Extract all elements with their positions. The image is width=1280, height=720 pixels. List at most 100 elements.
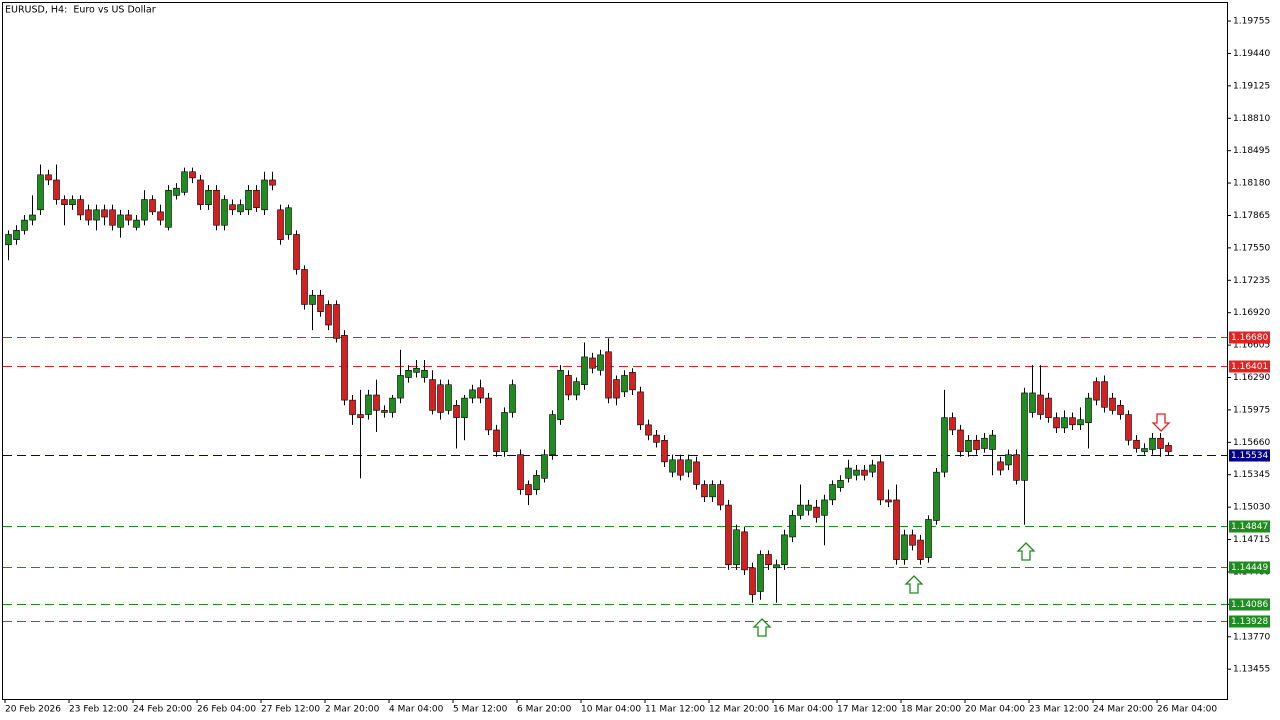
y-tick-label: 1.13455 — [1233, 665, 1270, 675]
candle-body — [85, 209, 92, 221]
candle-body — [693, 461, 700, 485]
candle-body — [621, 375, 628, 393]
candle-body — [285, 207, 292, 235]
y-tick-label: 1.17865 — [1233, 211, 1270, 221]
candle-body — [741, 531, 748, 571]
level-tag-label: 1.15534 — [1231, 451, 1268, 461]
candle-body — [261, 179, 268, 211]
candle-body — [269, 179, 276, 186]
level-tag-label: 1.14449 — [1231, 563, 1268, 573]
candle-body — [141, 199, 148, 221]
candle-body — [949, 417, 956, 431]
candle-body — [989, 434, 996, 450]
candle-body — [557, 370, 564, 420]
candle-body — [589, 357, 596, 369]
y-tick-label: 1.14715 — [1233, 535, 1270, 545]
candle-body — [1077, 419, 1084, 426]
candle-body — [437, 384, 444, 413]
candle-body — [637, 391, 644, 426]
price-axis: 1.19755 1.19440 1.19125 1.18810 1.18495 1.181… — [1227, 17, 1270, 675]
y-tick-label: 1.19440 — [1233, 49, 1270, 59]
x-tick-label: 5 Mar 12:00 — [453, 705, 508, 715]
candle-body — [885, 499, 892, 503]
level-tag-label: 1.13928 — [1231, 617, 1268, 627]
candle-body — [381, 410, 388, 413]
buy-arrow — [904, 575, 924, 594]
candle-body — [477, 387, 484, 399]
candle-body — [293, 234, 300, 270]
candle-body — [341, 335, 348, 401]
candle-body — [829, 484, 836, 501]
candle-body — [541, 454, 548, 479]
levels — [3, 337, 1227, 622]
candle-body — [61, 199, 68, 205]
candle-body — [685, 459, 692, 473]
candle-body — [405, 370, 412, 378]
y-tick-label: 1.16920 — [1233, 308, 1270, 318]
candle-body — [125, 214, 132, 221]
candle-body — [301, 269, 308, 305]
candle-body — [517, 454, 524, 490]
candle-body — [245, 189, 252, 211]
candle-body — [1013, 454, 1020, 481]
candle-body — [981, 437, 988, 449]
candle-body — [549, 414, 556, 455]
candle-body — [509, 384, 516, 413]
candle-body — [37, 174, 44, 211]
candle-body — [957, 429, 964, 452]
y-tick-label: 1.15975 — [1233, 405, 1270, 415]
level-tag — [1229, 561, 1270, 574]
candle-body — [613, 379, 620, 399]
level-tag — [1229, 331, 1270, 344]
candle-body — [845, 467, 852, 479]
candle-body — [373, 394, 380, 411]
x-tick-label: 2 Mar 20:00 — [325, 705, 380, 715]
candle-body — [253, 189, 260, 209]
candle-body — [149, 199, 156, 213]
candle-body — [1117, 404, 1124, 415]
y-tick-label: 1.19755 — [1233, 17, 1270, 27]
x-tick-label: 27 Feb 12:00 — [261, 705, 320, 715]
candle-body — [13, 230, 20, 240]
candle-body — [133, 219, 140, 228]
x-tick-label: 23 Feb 12:00 — [69, 705, 128, 715]
candle-body — [165, 189, 172, 228]
candle-body — [77, 199, 84, 216]
candle-body — [909, 534, 916, 546]
candle-body — [5, 234, 12, 246]
x-tick-label: 6 Mar 20:00 — [517, 705, 572, 715]
candle-body — [101, 209, 108, 218]
candle-body — [629, 372, 636, 391]
y-tick-label: 1.13770 — [1233, 632, 1270, 642]
candle-body — [773, 564, 780, 569]
candle-body — [645, 424, 652, 436]
level-tag — [1229, 449, 1270, 462]
y-tick-label: 1.15660 — [1233, 438, 1270, 448]
candle-body — [1141, 448, 1148, 452]
candle-body — [877, 461, 884, 501]
candle-body — [797, 504, 804, 516]
candle-body — [661, 439, 668, 463]
candle-body — [725, 504, 732, 566]
candle-body — [861, 469, 868, 476]
candle-body — [997, 461, 1004, 471]
candle-body — [1109, 397, 1116, 411]
candle-body — [197, 179, 204, 205]
x-tick-label: 18 Mar 20:00 — [901, 705, 961, 715]
candle-body — [1165, 445, 1172, 452]
candle-body — [389, 397, 396, 413]
y-tick-label: 1.17550 — [1233, 243, 1270, 253]
candle-body — [325, 304, 332, 326]
chart-title: EURUSD, H4: Euro vs US Dollar — [5, 5, 156, 16]
candle-body — [277, 209, 284, 240]
candle-body — [469, 389, 476, 399]
x-tick-label: 10 Mar 04:00 — [581, 705, 641, 715]
x-tick-label: 26 Mar 04:00 — [1157, 705, 1217, 715]
candle-body — [789, 515, 796, 538]
candle-body — [1005, 454, 1012, 466]
x-tick-label: 20 Mar 04:00 — [965, 705, 1025, 715]
candle-body — [357, 414, 364, 418]
candle-body — [813, 506, 820, 518]
level-tag — [1229, 520, 1270, 533]
